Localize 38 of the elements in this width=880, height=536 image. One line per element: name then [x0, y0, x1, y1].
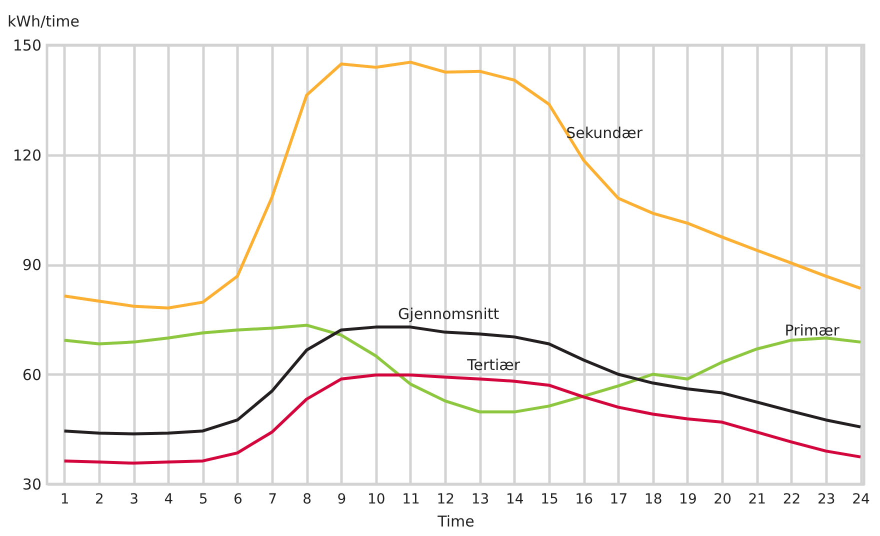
- x-axis-title: Time: [436, 512, 474, 530]
- y-tick-label: 90: [22, 256, 42, 274]
- x-tick-label: 23: [818, 492, 836, 508]
- x-tick-label: 17: [610, 492, 628, 508]
- x-tick-label: 13: [471, 492, 490, 508]
- x-tick-label: 18: [644, 492, 662, 508]
- line-series: [62, 326, 862, 436]
- x-tick-label: 16: [575, 492, 594, 508]
- x-tick-label: 10: [367, 492, 386, 508]
- series-label: Tertiær: [466, 356, 521, 374]
- x-tick-label: 7: [268, 492, 277, 508]
- x-tick-label: 8: [302, 492, 312, 508]
- x-tick-label: 21: [748, 492, 766, 508]
- y-tick-label: 30: [22, 476, 42, 494]
- x-tick-label: 1: [60, 492, 70, 508]
- x-tick-label: 9: [337, 492, 346, 508]
- series-label: Gjennomsnitt: [398, 304, 500, 323]
- x-tick-label: 3: [130, 492, 139, 508]
- y-tick-label: 120: [12, 146, 42, 164]
- x-tick-label: 11: [402, 492, 420, 508]
- series-label: Sekundær: [566, 124, 644, 142]
- y-tick-label: 150: [12, 36, 42, 54]
- x-tick-label: 22: [782, 492, 801, 508]
- line-series: [62, 324, 862, 414]
- x-tick-label: 12: [436, 492, 455, 508]
- x-tick-label: 2: [94, 492, 104, 508]
- x-tick-label: 20: [714, 492, 732, 508]
- x-tick-label: 6: [233, 492, 242, 508]
- x-tick-label: 19: [679, 492, 697, 508]
- x-tick-label: 14: [506, 492, 524, 508]
- series-label: Primær: [784, 321, 840, 340]
- x-tick-label: 24: [852, 492, 870, 508]
- x-tick-label: 4: [164, 492, 174, 508]
- line-series: [62, 373, 862, 465]
- y-axis-title: kWh/time: [8, 12, 80, 30]
- x-tick-label: 15: [540, 492, 558, 508]
- x-tick-label: 5: [198, 492, 208, 508]
- y-tick-label: 60: [22, 366, 42, 384]
